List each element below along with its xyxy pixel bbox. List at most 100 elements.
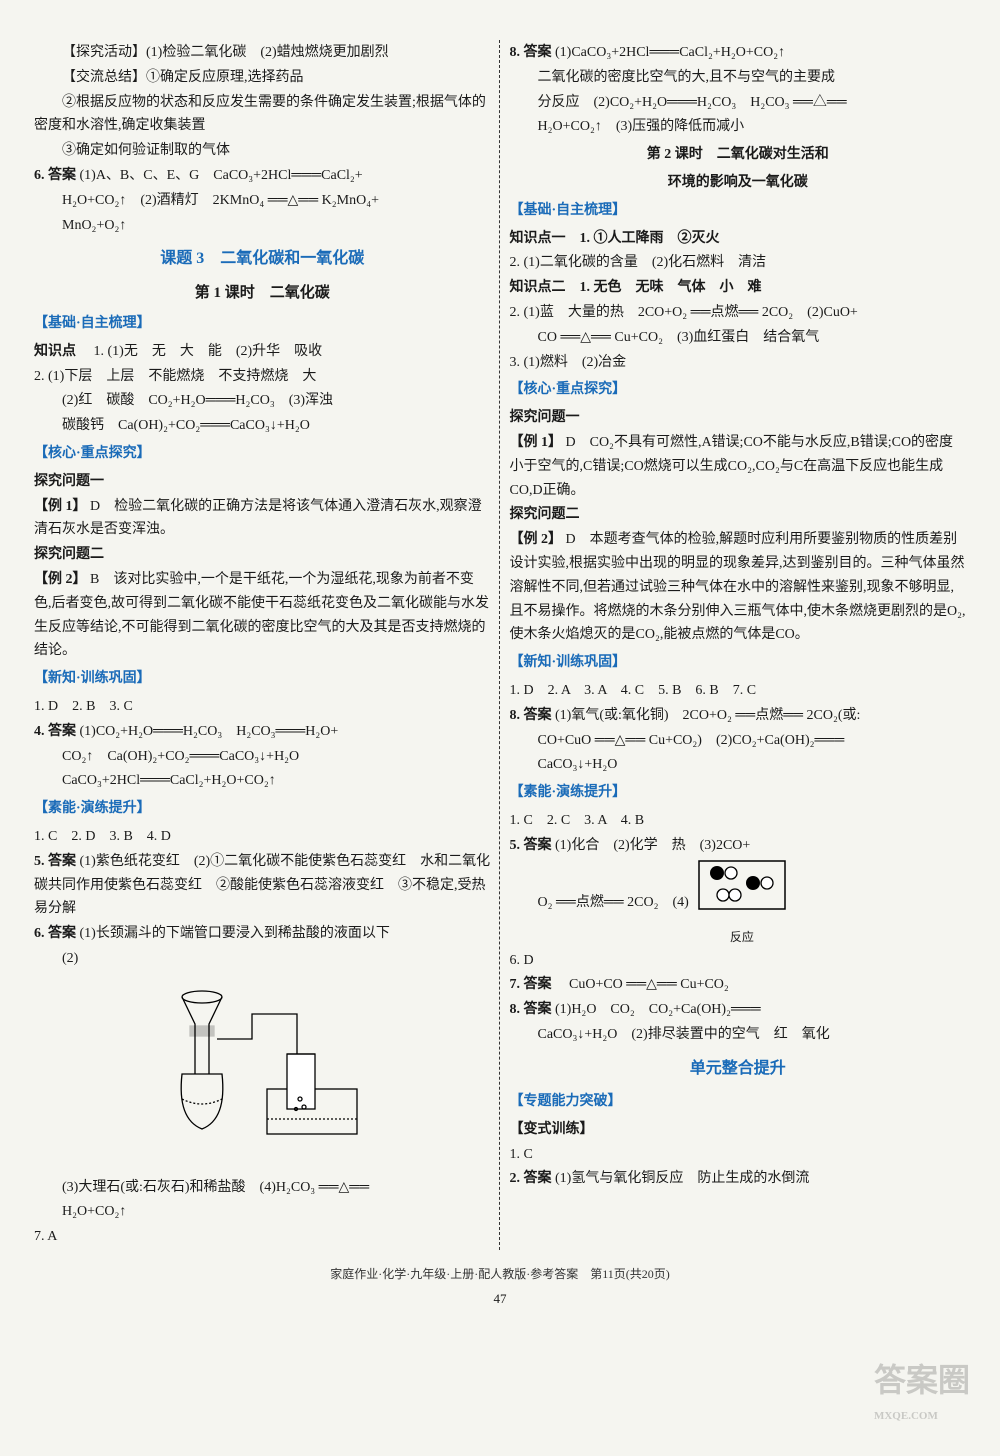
knowledge-text: 知识点一 1. ①人工降雨 ②灭火 bbox=[510, 231, 720, 246]
apparatus-diagram bbox=[34, 979, 491, 1168]
answer-line: 7. 答案 CuO+CO ══△══ Cu+CO₂ bbox=[510, 973, 967, 997]
formula-line: CO+CuO ══△══ Cu+CO₂) (2)CO₂+Ca(OH)₂═══ bbox=[510, 729, 967, 753]
answer-line: 6. D bbox=[510, 949, 967, 973]
text-line: ②根据反应物的状态和反应发生需要的条件确定发生装置;根据气体的密度和水溶性,确定… bbox=[34, 91, 491, 139]
answer-line: 1. D 2. B 3. C bbox=[34, 695, 491, 719]
example-line: 【例 1】 D CO₂不具有可燃性,A错误;CO不能与水反应,B错误;CO的密度… bbox=[510, 431, 967, 502]
answer-subline: (3)大理石(或:石灰石)和稀盐酸 (4)H₂CO₃ ══△══ bbox=[34, 1176, 491, 1200]
formula-text: O₂ ══点燃══ 2CO₂ (4) bbox=[510, 891, 689, 915]
answer-line: 8. 答案 (1)H₂O CO₂ CO₂+Ca(OH)₂═══ bbox=[510, 998, 967, 1022]
answer-text: (1)化合 (2)化学 热 (3)2CO+ bbox=[555, 838, 750, 853]
knowledge-label: 知识点 bbox=[34, 344, 76, 359]
formula-line: CaCO₃↓+H₂O bbox=[510, 753, 967, 777]
inquiry-label: 探究问题一 bbox=[510, 406, 967, 430]
example-label: 【例 2】 bbox=[510, 532, 563, 547]
answer-label: 5. 答案 bbox=[510, 838, 552, 853]
knowledge-line: 知识点 1. (1)无 无 大 能 (2)升华 吸收 bbox=[34, 340, 491, 364]
formula-line: MnO₂+O₂↑ bbox=[34, 214, 491, 238]
knowledge-line: 2. (1)下层 上层 不能燃烧 不支持燃烧 大 bbox=[34, 365, 491, 389]
answer-label: 2. 答案 bbox=[510, 1171, 552, 1186]
formula-line: 2. (1)蓝 大量的热 2CO+O₂ ══点燃══ 2CO₂ (2)CuO+ bbox=[510, 301, 967, 325]
answer-text: (1)H₂O CO₂ CO₂+Ca(OH)₂═══ bbox=[555, 1002, 761, 1017]
lab-apparatus-icon bbox=[152, 979, 372, 1159]
section-label: 【新知·训练巩固】 bbox=[510, 651, 967, 675]
answer-line: 1. C 2. D 3. B 4. D bbox=[34, 825, 491, 849]
example-line: 【例 2】 B 该对比实验中,一个是干纸花,一个为湿纸花,现象为前者不变色,后者… bbox=[34, 568, 491, 663]
topic-heading: 课题 3 二氧化碳和一氧化碳 bbox=[34, 245, 491, 272]
knowledge-line: 知识点二 1. 无色 无味 气体 小 难 bbox=[510, 276, 967, 300]
answer-label: 7. 答案 bbox=[510, 977, 552, 992]
answer-line: 7. A bbox=[34, 1225, 491, 1249]
formula-line: CaCO₃↓+H₂O (2)排尽装置中的空气 红 氧化 bbox=[510, 1023, 967, 1047]
reaction-diagram: 反应 bbox=[697, 859, 787, 948]
text-line: 【交流总结】①确定反应原理,选择药品 bbox=[34, 66, 491, 90]
answer-text: (1)紫色纸花变红 (2)①二氧化碳不能使紫色石蕊变红 水和二氧化碳共同作用使紫… bbox=[34, 854, 490, 917]
page-number: 47 bbox=[30, 1288, 970, 1310]
answer-text: (1)氢气与氧化铜反应 防止生成的水倒流 bbox=[555, 1171, 809, 1186]
answer-line: 4. 答案 (1)CO₂+H₂O═══H₂CO₃ H₂CO₃═══H₂O+ bbox=[34, 720, 491, 744]
example-label: 【例 2】 bbox=[34, 572, 87, 587]
answer-line: 6. 答案 (1)A、B、C、E、G CaCO₃+2HCl═══CaCl₂+ bbox=[34, 164, 491, 188]
answer-line: 2. 答案 (1)氢气与氧化铜反应 防止生成的水倒流 bbox=[510, 1167, 967, 1191]
answer-text: CuO+CO ══△══ Cu+CO₂ bbox=[555, 977, 729, 992]
inquiry-label: 探究问题二 bbox=[510, 503, 967, 527]
inquiry-label: 探究问题二 bbox=[34, 543, 491, 567]
formula-line: CO₂↑ Ca(OH)₂+CO₂═══CaCO₃↓+H₂O bbox=[34, 745, 491, 769]
knowledge-line: 知识点一 1. ①人工降雨 ②灭火 bbox=[510, 227, 967, 251]
section-label: 【素能·演练提升】 bbox=[510, 781, 967, 805]
knowledge-text: 知识点二 1. 无色 无味 气体 小 难 bbox=[510, 280, 762, 295]
answer-line: 8. 答案 (1)CaCO₃+2HCl═══CaCl₂+H₂O+CO₂↑ bbox=[510, 41, 967, 65]
knowledge-line: 3. (1)燃料 (2)冶金 bbox=[510, 351, 967, 375]
section-label: 【素能·演练提升】 bbox=[34, 797, 491, 821]
watermark-top: 答案圈 bbox=[874, 1353, 970, 1407]
two-column-layout: 【探究活动】(1)检验二氧化碳 (2)蜡烛燃烧更加剧烈 【交流总结】①确定反应原… bbox=[30, 40, 970, 1250]
formula-line: 分反应 (2)CO₂+H₂O═══H₂CO₃ H₂CO₃ ══△══ bbox=[510, 91, 967, 115]
text-line: ③确定如何验证制取的气体 bbox=[34, 139, 491, 163]
watermark: 答案圈 MXQE.COM bbox=[874, 1353, 970, 1426]
example-text: D 检验二氧化碳的正确方法是将该气体通入澄清石灰水,观察澄清石灰水是否变浑浊。 bbox=[34, 499, 482, 538]
section-label: 【专题能力突破】 bbox=[510, 1090, 967, 1114]
text-line: 【探究活动】(1)检验二氧化碳 (2)蜡烛燃烧更加剧烈 bbox=[34, 41, 491, 65]
molecule-box-icon bbox=[697, 859, 787, 919]
formula-line: H₂O+CO₂↑ bbox=[34, 1200, 491, 1224]
answer-line: 1. D 2. A 3. A 4. C 5. B 6. B 7. C bbox=[510, 679, 967, 703]
section-label: 【基础·自主梳理】 bbox=[34, 312, 491, 336]
section-label: 【新知·训练巩固】 bbox=[34, 667, 491, 691]
page-footer: 家庭作业·化学·九年级·上册·配人教版·参考答案 第11页(共20页) bbox=[30, 1264, 970, 1284]
example-text: D 本题考查气体的检验,解题时应利用所要鉴别物质的性质差别设计实验,根据实验中出… bbox=[510, 532, 966, 642]
answer-subline: (2) bbox=[34, 947, 491, 971]
answer-text: (1)CaCO₃+2HCl═══CaCl₂+H₂O+CO₂↑ bbox=[555, 45, 785, 60]
variant-label: 【变式训练】 bbox=[510, 1118, 967, 1142]
answer-text: (1)长颈漏斗的下端管口要浸入到稀盐酸的液面以下 bbox=[80, 926, 390, 941]
example-text: D CO₂不具有可燃性,A错误;CO不能与水反应,B错误;CO的密度小于空气的,… bbox=[510, 435, 954, 498]
formula-line: CaCO₃+2HCl═══CaCl₂+H₂O+CO₂↑ bbox=[34, 769, 491, 793]
knowledge-text: 1. (1)无 无 大 能 (2)升华 吸收 bbox=[80, 344, 323, 359]
answer-label: 6. 答案 bbox=[34, 168, 76, 183]
answer-text: (1)CO₂+H₂O═══H₂CO₃ H₂CO₃═══H₂O+ bbox=[80, 724, 339, 739]
formula-line: H₂O+CO₂↑ (3)压强的降低而减小 bbox=[510, 115, 967, 139]
lesson-heading: 第 1 课时 二氧化碳 bbox=[34, 281, 491, 307]
example-line: 【例 1】 D 检验二氧化碳的正确方法是将该气体通入澄清石灰水,观察澄清石灰水是… bbox=[34, 495, 491, 543]
answer-line: 5. 答案 (1)化合 (2)化学 热 (3)2CO+ bbox=[510, 834, 967, 858]
section-label: 【基础·自主梳理】 bbox=[510, 199, 967, 223]
answer-line: 5. 答案 (1)紫色纸花变红 (2)①二氧化碳不能使紫色石蕊变红 水和二氧化碳… bbox=[34, 850, 491, 921]
answer-label: 4. 答案 bbox=[34, 724, 76, 739]
unit-heading: 单元整合提升 bbox=[510, 1055, 967, 1082]
section-label: 【核心·重点探究】 bbox=[34, 442, 491, 466]
text-line: 二氧化碳的密度比空气的大,且不与空气的主要成 bbox=[510, 66, 967, 90]
formula-line: 碳酸钙 Ca(OH)₂+CO₂═══CaCO₃↓+H₂O bbox=[34, 414, 491, 438]
answer-text: (1)A、B、C、E、G CaCO₃+2HCl═══CaCl₂+ bbox=[80, 168, 363, 183]
lesson-heading: 第 2 课时 二氧化碳对生活和 bbox=[510, 143, 967, 167]
right-column: 8. 答案 (1)CaCO₃+2HCl═══CaCl₂+H₂O+CO₂↑ 二氧化… bbox=[506, 40, 971, 1250]
formula-line: H₂O+CO₂↑ (2)酒精灯 2KMnO₄ ══△══ K₂MnO₄+ bbox=[34, 189, 491, 213]
example-text: B 该对比实验中,一个是干纸花,一个为湿纸花,现象为前者不变色,后者变色,故可得… bbox=[34, 572, 489, 658]
answer-text: (1)氧气(或:氧化铜) 2CO+O₂ ══点燃══ 2CO₂(或: bbox=[555, 708, 860, 723]
watermark-bottom: MXQE.COM bbox=[874, 1407, 970, 1426]
formula-line: CO ══△══ Cu+CO₂ (3)血红蛋白 结合氧气 bbox=[510, 326, 967, 350]
formula-line: (2)红 碳酸 CO₂+H₂O═══H₂CO₃ (3)浑浊 bbox=[34, 389, 491, 413]
example-label: 【例 1】 bbox=[510, 435, 563, 450]
reaction-caption: 反应 bbox=[697, 927, 787, 947]
answer-line: 1. C 2. C 3. A 4. B bbox=[510, 809, 967, 833]
inquiry-label: 探究问题一 bbox=[34, 470, 491, 494]
left-column: 【探究活动】(1)检验二氧化碳 (2)蜡烛燃烧更加剧烈 【交流总结】①确定反应原… bbox=[30, 40, 500, 1250]
